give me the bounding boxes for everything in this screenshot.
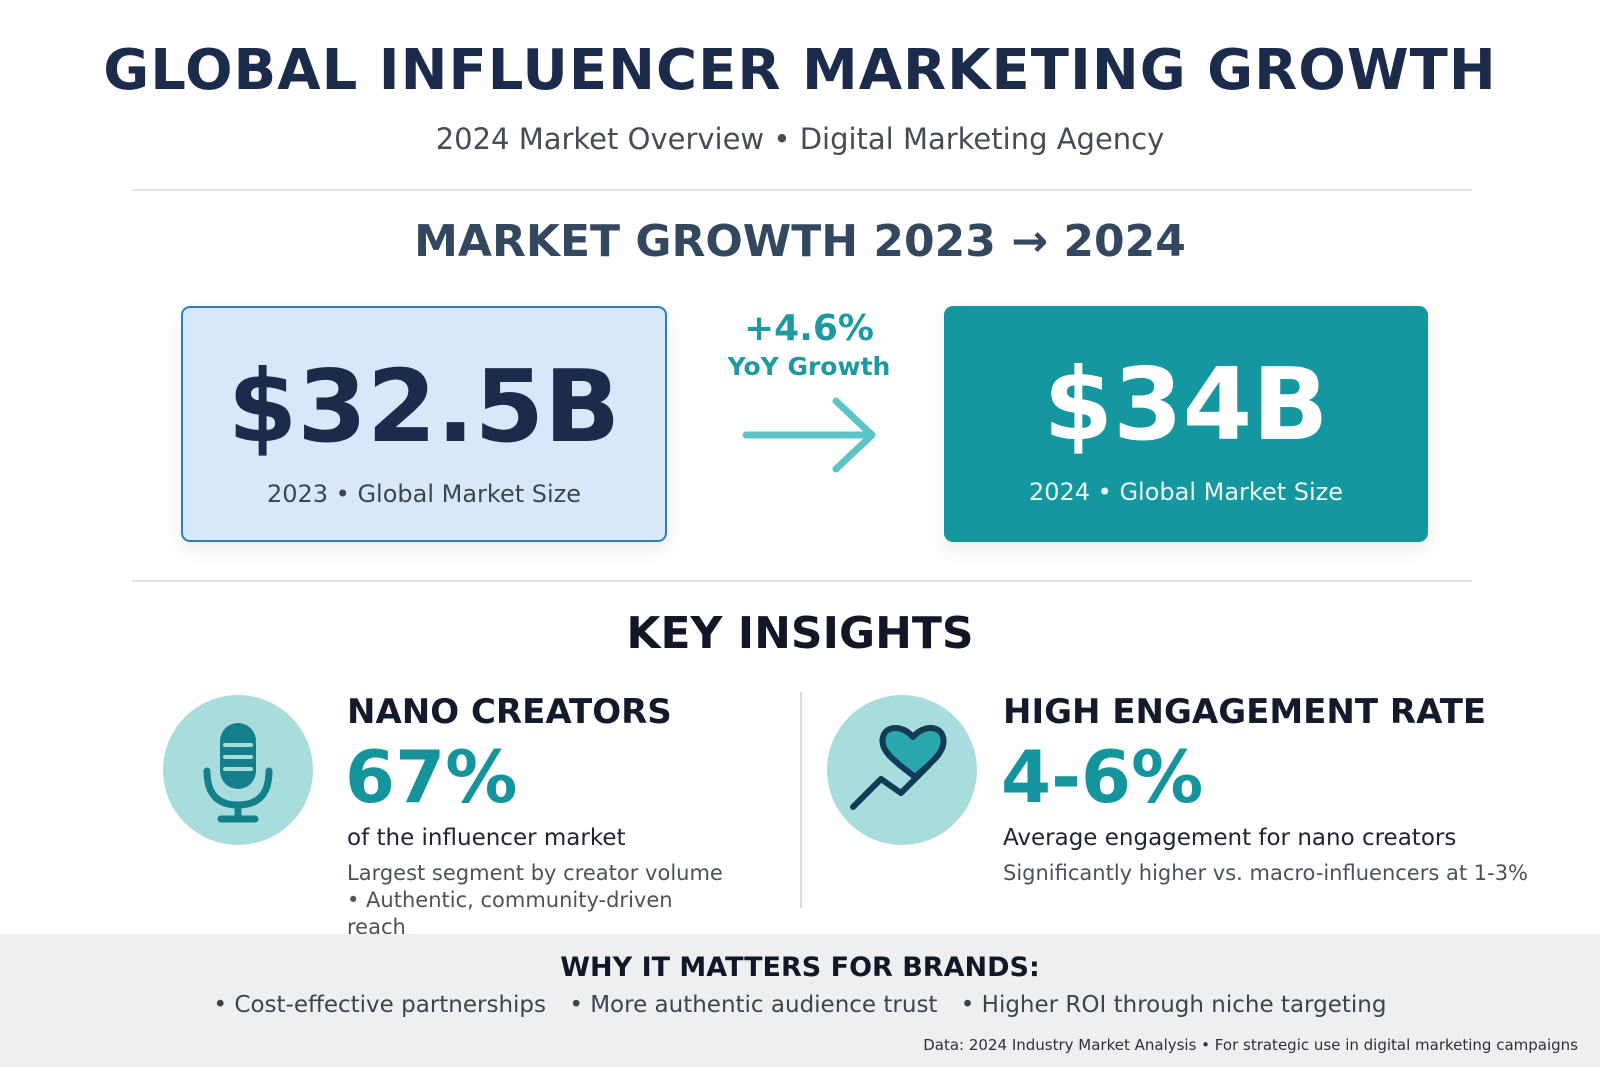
mic-icon [163,695,313,845]
after-card: $34B 2024 • Global Market Size [944,306,1428,542]
insight-value: 67% [345,735,518,819]
insight-title: NANO CREATORS [347,692,672,732]
after-value: $34B [1043,346,1329,463]
before-value: $32.5B [227,348,621,465]
insight-note: Significantly higher vs. macro-influence… [1003,861,1529,885]
brand-point: • Cost-effective partnerships [213,992,547,1018]
brands-points: • Cost-effective partnerships • More aut… [0,992,1600,1018]
brands-heading: WHY IT MATTERS FOR BRANDS: [560,952,1040,983]
trend [850,762,932,810]
title: GLOBAL INFLUENCER MARKETING GROWTH [103,38,1497,103]
insight-value: 4-6% [1001,735,1204,819]
mic [203,723,273,823]
insight-divider [800,692,802,908]
subtitle: 2024 Market Overview • Digital Marketing… [435,122,1165,156]
heart-icon [827,695,977,845]
divider [132,580,1472,582]
brand-point: • Higher ROI through niche targeting [960,992,1387,1018]
before-label: 2023 • Global Market Size [266,480,582,508]
growth-arrow [742,397,876,473]
brands-band [0,934,1600,1067]
insight-title: HIGH ENGAGEMENT RATE [1003,692,1487,732]
brand-point: • More authentic audience trust [569,992,938,1018]
insight-note: Largest segment by creator volume • Auth… [347,861,723,939]
growth-change: +4.6% [743,308,874,349]
before-card: $32.5B 2023 • Global Market Size [181,306,667,542]
growth-heading: MARKET GROWTH 2023 → 2024 [414,216,1186,267]
divider [132,189,1472,191]
arrow-path [742,397,876,473]
insights-heading: KEY INSIGHTS [626,608,974,659]
after-label: 2024 • Global Market Size [1028,478,1344,506]
insight-description: of the influencer market [347,825,626,851]
insight-description: Average engagement for nano creators [1003,825,1457,851]
growth-change-label: YoY Growth [727,352,891,381]
source-note: Data: 2024 Industry Market Analysis • Fo… [923,1036,1578,1054]
